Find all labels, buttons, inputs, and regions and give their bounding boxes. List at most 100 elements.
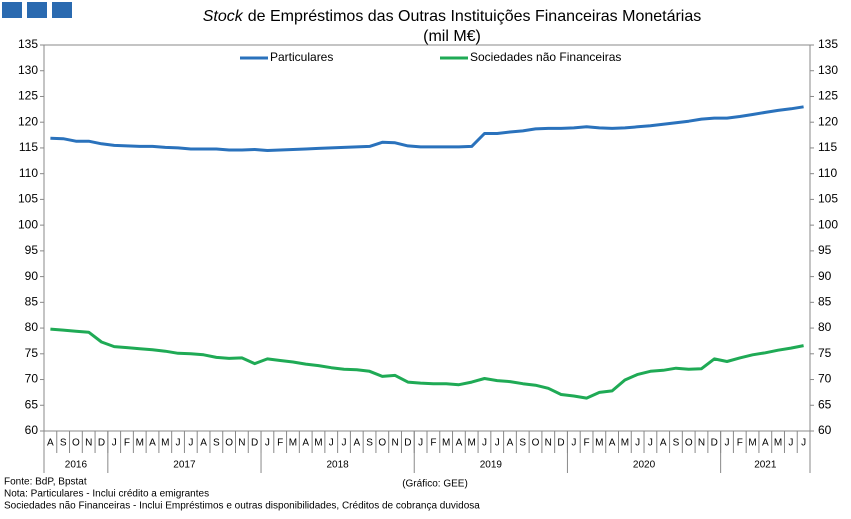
y2-tick-label: 75 xyxy=(818,346,832,360)
x-tick-label: O xyxy=(72,438,80,449)
x-tick-label: M xyxy=(748,438,756,449)
x-tick-label: N xyxy=(698,438,705,449)
logo-square xyxy=(2,2,22,18)
x-tick-label: J xyxy=(725,438,730,449)
y-tick-label: 130 xyxy=(18,63,38,77)
footnote: Fonte: BdP, Bpstat xyxy=(4,477,87,488)
x-tick-label: F xyxy=(124,438,130,449)
x-tick-label: O xyxy=(225,438,233,449)
x-tick-label: M xyxy=(468,438,476,449)
x-tick-label: A xyxy=(353,438,360,449)
x-tick-label: N xyxy=(238,438,245,449)
x-tick-label: J xyxy=(112,438,117,449)
x-tick-label: S xyxy=(366,438,373,449)
x-tick-label: J xyxy=(788,438,793,449)
x-tick-label: J xyxy=(176,438,181,449)
x-tick-label: M xyxy=(161,438,169,449)
x-tick-label: S xyxy=(213,438,220,449)
y2-tick-label: 70 xyxy=(818,372,832,386)
x-tick-label: A xyxy=(149,438,156,449)
y2-tick-label: 115 xyxy=(818,140,837,154)
x-tick-label: J xyxy=(495,438,500,449)
x-tick-label: D xyxy=(557,438,564,449)
y2-tick-label: 120 xyxy=(818,114,838,128)
x-tick-label: S xyxy=(519,438,526,449)
x-tick-label: M xyxy=(774,438,782,449)
x-tick-label: J xyxy=(265,438,270,449)
x-tick-label: D xyxy=(98,438,105,449)
x-tick-label: A xyxy=(660,438,667,449)
x-tick-label: O xyxy=(378,438,386,449)
x-group-label: 2018 xyxy=(327,460,350,471)
series-line xyxy=(50,105,804,152)
title-text: de Empréstimos das Outras Instituições F… xyxy=(248,8,702,25)
chart-title: Stock de Empréstimos das Outras Instituiç… xyxy=(203,8,702,25)
y-tick-label: 85 xyxy=(25,295,39,309)
x-tick-label: M xyxy=(289,438,297,449)
x-tick-label: M xyxy=(314,438,322,449)
x-tick-label: F xyxy=(584,438,590,449)
y-tick-label: 105 xyxy=(18,192,38,206)
y2-tick-label: 100 xyxy=(818,217,838,231)
x-tick-label: S xyxy=(60,438,67,449)
footnote: Nota: Particulares - Inclui crédito a em… xyxy=(4,489,209,500)
x-tick-label: F xyxy=(737,438,743,449)
x-tick-label: F xyxy=(430,438,436,449)
y2-tick-label: 130 xyxy=(818,63,838,77)
x-tick-label: D xyxy=(251,438,258,449)
x-group-label: 2017 xyxy=(173,460,196,471)
x-tick-label: J xyxy=(342,438,347,449)
legend-label: Sociedades não Financeiras xyxy=(470,50,621,64)
x-tick-label: J xyxy=(482,438,487,449)
y2-tick-label: 90 xyxy=(818,269,832,283)
y-tick-label: 80 xyxy=(25,320,39,334)
y-tick-label: 75 xyxy=(25,346,39,360)
x-tick-label: N xyxy=(85,438,92,449)
x-tick-label: N xyxy=(545,438,552,449)
x-group-label: 2016 xyxy=(65,460,88,471)
credit: (Gráfico: GEE) xyxy=(402,479,468,490)
y-tick-label: 100 xyxy=(18,217,38,231)
x-tick-label: O xyxy=(685,438,693,449)
y-tick-label: 110 xyxy=(19,166,38,180)
x-tick-label: A xyxy=(47,438,54,449)
x-tick-label: J xyxy=(801,438,806,449)
footnote: Sociedades não Financeiras - Inclui Empr… xyxy=(4,501,480,512)
x-group-label: 2020 xyxy=(633,460,656,471)
x-group-label: 2021 xyxy=(754,460,777,471)
x-tick-label: A xyxy=(302,438,309,449)
x-tick-label: D xyxy=(711,438,718,449)
logo-square xyxy=(52,2,72,18)
y-tick-label: 120 xyxy=(18,114,38,128)
x-tick-label: A xyxy=(762,438,769,449)
x-tick-label: A xyxy=(609,438,616,449)
legend-label: Particulares xyxy=(270,50,333,64)
y2-tick-label: 60 xyxy=(818,423,832,437)
x-tick-label: J xyxy=(329,438,334,449)
y-tick-label: 95 xyxy=(25,243,39,257)
y-tick-label: 125 xyxy=(18,89,38,103)
chart-subtitle: (mil M€) xyxy=(423,28,481,45)
y2-tick-label: 135 xyxy=(818,37,838,51)
x-tick-label: A xyxy=(507,438,514,449)
x-tick-label: M xyxy=(136,438,144,449)
title-emphasis: Stock xyxy=(203,8,244,25)
y2-tick-label: 105 xyxy=(818,192,838,206)
y-tick-label: 60 xyxy=(25,423,39,437)
x-tick-label: N xyxy=(391,438,398,449)
x-tick-label: O xyxy=(532,438,540,449)
x-tick-label: M xyxy=(595,438,603,449)
series-line xyxy=(50,327,804,400)
x-tick-label: D xyxy=(404,438,411,449)
x-tick-label: J xyxy=(188,438,193,449)
x-tick-label: J xyxy=(571,438,576,449)
x-tick-label: M xyxy=(621,438,629,449)
plot-frame xyxy=(43,44,811,432)
x-tick-label: J xyxy=(418,438,423,449)
x-tick-label: J xyxy=(635,438,640,449)
x-tick-label: F xyxy=(277,438,283,449)
y2-tick-label: 85 xyxy=(818,295,832,309)
y-tick-label: 135 xyxy=(18,37,38,51)
y2-tick-label: 65 xyxy=(818,397,832,411)
